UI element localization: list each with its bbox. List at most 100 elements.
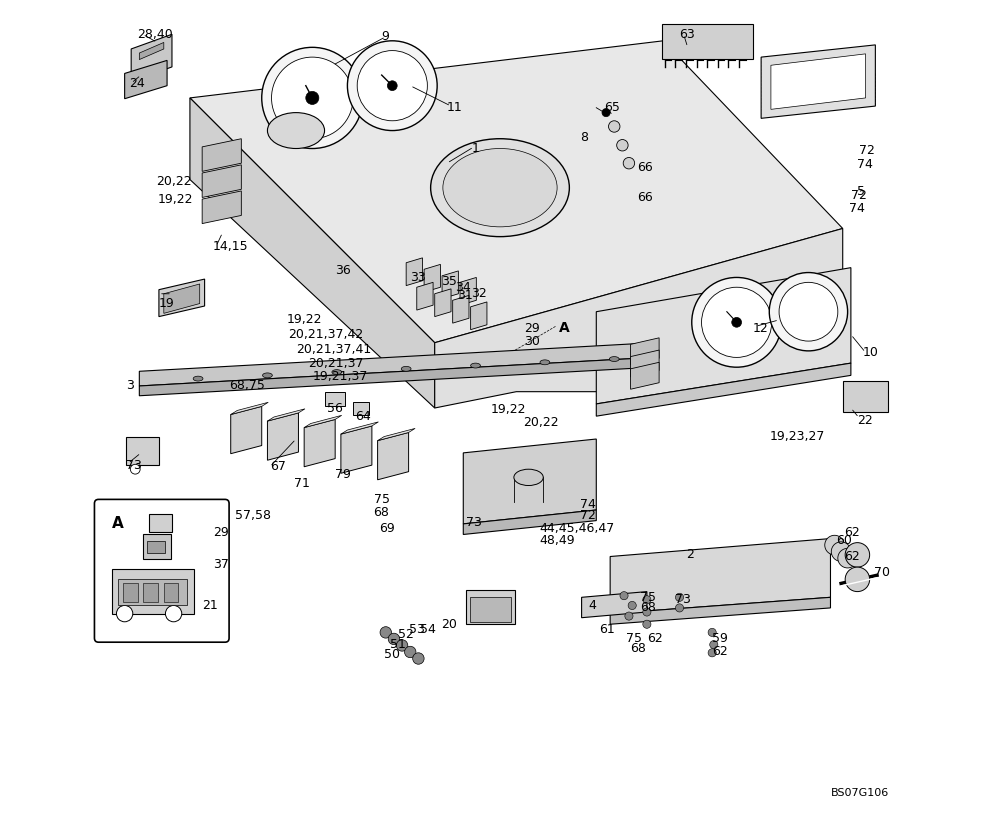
Text: 48,49: 48,49: [539, 534, 575, 547]
Text: 34: 34: [455, 281, 471, 294]
Polygon shape: [771, 54, 866, 109]
Text: 35: 35: [441, 275, 457, 288]
Circle shape: [388, 633, 400, 645]
Polygon shape: [125, 60, 167, 99]
Circle shape: [130, 464, 140, 474]
Circle shape: [620, 592, 628, 600]
Polygon shape: [202, 191, 241, 224]
Bar: [143, 534, 171, 559]
Polygon shape: [761, 45, 875, 118]
Circle shape: [708, 628, 716, 636]
Text: 5: 5: [857, 185, 865, 198]
Circle shape: [116, 605, 133, 622]
Bar: [126, 437, 159, 465]
Text: 71: 71: [294, 477, 310, 490]
Polygon shape: [139, 343, 653, 386]
Text: 62: 62: [844, 526, 860, 539]
Circle shape: [413, 653, 424, 664]
Polygon shape: [610, 597, 830, 624]
Text: 32: 32: [471, 287, 487, 300]
Polygon shape: [435, 289, 451, 317]
Polygon shape: [190, 98, 435, 408]
Text: 19,22: 19,22: [157, 193, 193, 206]
Circle shape: [702, 287, 772, 357]
Polygon shape: [202, 139, 241, 171]
Polygon shape: [139, 357, 653, 396]
Text: 19,23,27: 19,23,27: [769, 430, 825, 443]
Circle shape: [831, 542, 851, 561]
Text: 2: 2: [686, 548, 694, 561]
Bar: [353, 402, 369, 415]
Polygon shape: [596, 363, 851, 416]
Polygon shape: [435, 228, 843, 408]
Text: 79: 79: [335, 468, 351, 481]
Circle shape: [617, 140, 628, 151]
Text: 72: 72: [851, 189, 867, 202]
Polygon shape: [159, 279, 205, 317]
Text: 20,21,37,41: 20,21,37,41: [296, 343, 371, 356]
Text: 75: 75: [626, 632, 642, 645]
Text: 69: 69: [379, 522, 395, 535]
Ellipse shape: [267, 113, 325, 149]
Polygon shape: [471, 302, 487, 330]
Text: 62: 62: [647, 632, 663, 645]
Text: 74: 74: [857, 158, 873, 171]
Polygon shape: [190, 41, 843, 343]
Text: 37: 37: [213, 558, 229, 571]
Text: 29: 29: [213, 526, 229, 539]
Text: 73: 73: [466, 516, 482, 529]
Polygon shape: [610, 539, 830, 614]
Polygon shape: [582, 592, 647, 618]
Polygon shape: [341, 422, 378, 434]
Polygon shape: [417, 282, 433, 310]
Polygon shape: [453, 295, 469, 323]
Text: 19: 19: [159, 297, 175, 310]
Ellipse shape: [471, 363, 480, 368]
Text: 73: 73: [675, 593, 691, 606]
Text: 20: 20: [441, 618, 457, 631]
Text: 51: 51: [390, 638, 406, 651]
Text: 74: 74: [580, 498, 596, 511]
Text: 31: 31: [458, 289, 473, 302]
Text: 60: 60: [836, 534, 852, 547]
Circle shape: [396, 640, 408, 651]
Polygon shape: [164, 284, 200, 313]
Circle shape: [609, 121, 620, 132]
Polygon shape: [267, 409, 305, 421]
Ellipse shape: [193, 376, 203, 381]
Polygon shape: [596, 268, 851, 404]
Text: 8: 8: [580, 131, 588, 144]
Text: 19,21,37: 19,21,37: [312, 370, 368, 384]
Polygon shape: [463, 510, 596, 534]
Text: 20,21,37,42: 20,21,37,42: [288, 328, 363, 341]
Text: 24: 24: [129, 77, 144, 90]
Circle shape: [675, 593, 684, 601]
Polygon shape: [139, 42, 164, 60]
Bar: [325, 392, 345, 406]
Ellipse shape: [443, 149, 557, 227]
Text: A: A: [559, 321, 570, 335]
Text: 21: 21: [202, 599, 218, 612]
Bar: [143, 583, 158, 602]
Circle shape: [625, 612, 633, 620]
Text: 4: 4: [588, 599, 596, 612]
Text: 14,15: 14,15: [213, 240, 248, 253]
Ellipse shape: [609, 357, 619, 361]
Text: 50: 50: [384, 648, 400, 661]
Text: 44,45,46,47: 44,45,46,47: [539, 522, 614, 535]
Text: 19,22: 19,22: [286, 313, 322, 326]
Polygon shape: [131, 34, 172, 82]
Text: 53: 53: [409, 623, 424, 636]
Circle shape: [710, 641, 718, 649]
Text: 20,22: 20,22: [156, 175, 191, 188]
Bar: [112, 569, 194, 614]
Text: 19,22: 19,22: [490, 403, 526, 416]
Polygon shape: [631, 338, 659, 365]
Circle shape: [845, 543, 870, 567]
Text: 59: 59: [712, 632, 728, 645]
Text: 64: 64: [355, 410, 371, 423]
Text: 28,40: 28,40: [137, 28, 173, 41]
Circle shape: [825, 535, 844, 555]
Text: 61: 61: [600, 623, 615, 636]
Ellipse shape: [401, 366, 411, 371]
